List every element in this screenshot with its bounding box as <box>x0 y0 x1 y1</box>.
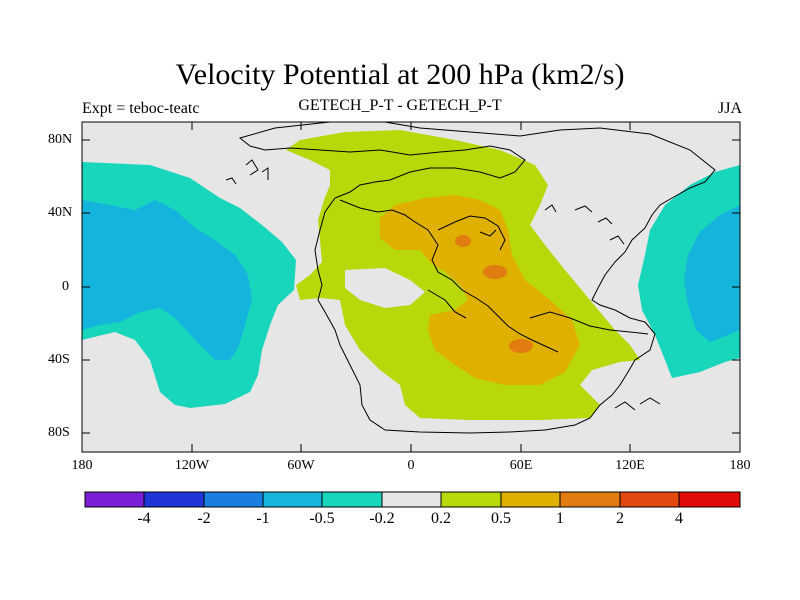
colorbar-label: 2 <box>616 510 624 527</box>
positive-maximum-2 <box>483 265 507 279</box>
colorbar-box-9 <box>559 491 621 508</box>
colorbar-box-4 <box>262 491 323 508</box>
colorbar-label: -0.2 <box>369 510 395 527</box>
negative-region-west-inner <box>82 200 252 360</box>
axis-ticks <box>81 122 741 452</box>
x-tick-label: 180 <box>729 458 751 473</box>
colorbar-label: 0.2 <box>431 510 451 527</box>
colorbar-box-2 <box>143 491 205 508</box>
colorbar-box-8 <box>500 491 561 508</box>
y-tick-label: 40S <box>48 352 70 367</box>
x-tick-label: 60E <box>509 458 533 473</box>
colorbar-box-10 <box>619 491 680 508</box>
positive-maximum-3 <box>509 339 533 353</box>
coastlines <box>225 121 716 434</box>
colorbar-box-11 <box>678 491 741 508</box>
dataset-label: GETECH_P-T - GETECH_P-T <box>298 97 502 114</box>
positive-maximum-1 <box>455 235 471 247</box>
colorbar-box-3 <box>203 491 264 508</box>
y-tick-label: 0 <box>62 279 69 294</box>
neutral-hole <box>345 268 425 308</box>
x-tick-label: 120W <box>174 458 210 473</box>
x-tick-label: 0 <box>407 458 415 473</box>
colorbar-label: 0.5 <box>491 510 511 527</box>
colorbar-label: -1 <box>256 510 270 527</box>
y-tick-label: 80S <box>48 425 70 440</box>
colorbar <box>84 491 741 508</box>
colorbar-label: -4 <box>137 510 151 527</box>
colorbar-box-5 <box>321 491 383 508</box>
x-tick-label: 60W <box>287 458 315 473</box>
colorbar-label: 1 <box>556 510 564 527</box>
colorbar-label: -2 <box>197 510 211 527</box>
colorbar-box-6 <box>381 491 442 508</box>
y-tick-label: 80N <box>48 132 73 147</box>
colorbar-label: -0.5 <box>309 510 335 527</box>
x-tick-label: 120E <box>615 458 645 473</box>
map-title: Velocity Potential at 200 hPa (km2/s) <box>175 58 625 91</box>
colorbar-box-7 <box>440 491 502 508</box>
y-tick-label: 40N <box>48 205 73 220</box>
negative-region-east-inner <box>684 205 740 342</box>
positive-region-inner <box>380 195 580 385</box>
experiment-label: Expt = teboc-teatc <box>82 100 200 117</box>
colorbar-label: 4 <box>675 510 683 527</box>
colorbar-box-1 <box>84 491 145 508</box>
season-label: JJA <box>717 100 742 117</box>
x-tick-label: 180 <box>71 458 93 473</box>
